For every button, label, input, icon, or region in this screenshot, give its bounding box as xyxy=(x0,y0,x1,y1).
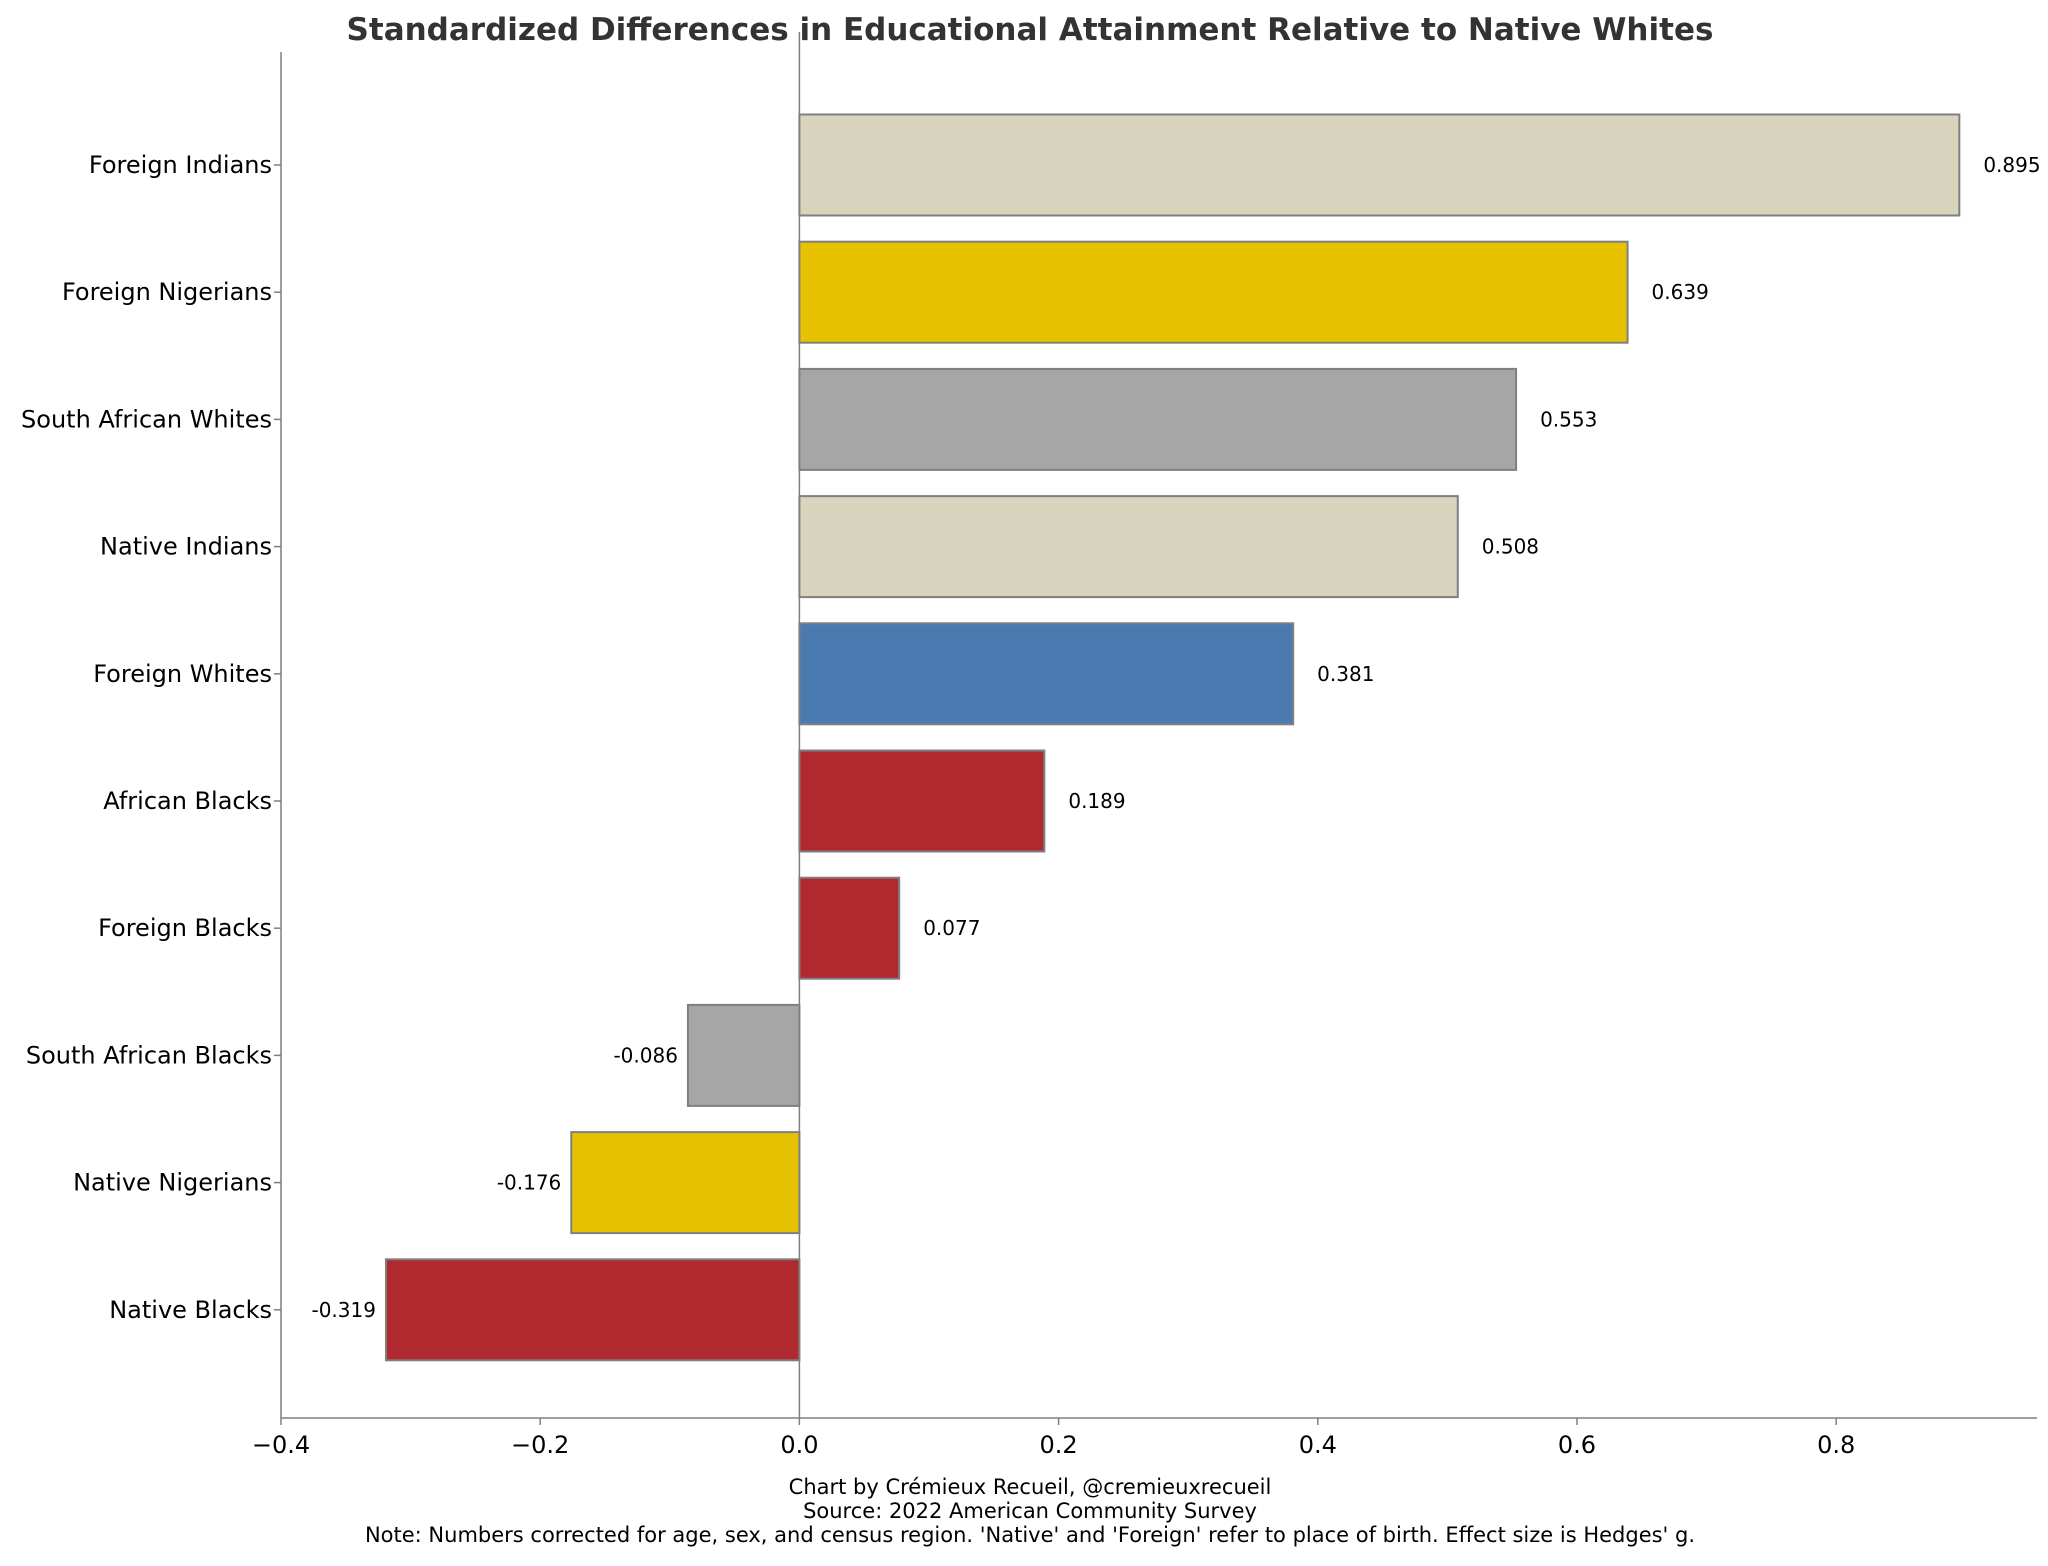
bar-value-label: 0.077 xyxy=(923,916,980,940)
category-label: Native Nigerians xyxy=(73,1169,272,1197)
category-label: Foreign Blacks xyxy=(98,914,272,942)
category-label: South African Blacks xyxy=(26,1041,272,1069)
footer-note: Note: Numbers corrected for age, sex, an… xyxy=(365,1523,1695,1547)
x-tick-label: −0.4 xyxy=(252,1431,310,1459)
category-label: Foreign Whites xyxy=(93,660,272,688)
category-label: Native Blacks xyxy=(109,1296,272,1324)
bar-value-label: 0.508 xyxy=(1482,535,1539,559)
bar xyxy=(686,1003,801,1107)
bar-value-label: -0.086 xyxy=(613,1043,677,1067)
category-label: Foreign Nigerians xyxy=(62,278,272,306)
x-tick-label: 0.4 xyxy=(1299,1431,1337,1459)
category-label: Native Indians xyxy=(100,533,272,561)
bar xyxy=(798,240,1629,344)
x-tick-label: −0.2 xyxy=(511,1431,569,1459)
footer-credit: Chart by Crémieux Recueil, @cremieuxrecu… xyxy=(789,1475,1272,1499)
x-ticks-layer: −0.4 −0.2 0.0 0.2 0.4 0.6 0.8 xyxy=(252,1418,1855,1459)
bar xyxy=(798,622,1295,726)
bar xyxy=(798,876,901,980)
bars-layer xyxy=(384,113,1961,1362)
bar xyxy=(570,1131,801,1235)
x-tick-label: 0.2 xyxy=(1040,1431,1078,1459)
bar-value-label: 0.553 xyxy=(1540,407,1597,431)
bar xyxy=(798,749,1046,853)
bar xyxy=(798,113,1961,217)
x-tick-label: 0.6 xyxy=(1558,1431,1596,1459)
bar-value-label: -0.319 xyxy=(311,1298,375,1322)
bar-value-label: -0.176 xyxy=(497,1171,561,1195)
bar xyxy=(798,367,1518,471)
category-label: South African Whites xyxy=(21,405,272,433)
bar-value-label: 0.381 xyxy=(1317,662,1374,686)
category-label: Foreign Indians xyxy=(89,151,272,179)
value-labels-layer: 0.895 0.639 0.553 0.508 0.381 0.189 0.077 -0.08… xyxy=(311,153,2040,1322)
bar xyxy=(384,1258,801,1362)
bar-value-label: 0.189 xyxy=(1068,789,1125,813)
category-labels-layer: Foreign Indians Foreign Nigerians South Af… xyxy=(21,151,281,1324)
footer-source: Source: 2022 American Community Survey xyxy=(803,1499,1257,1523)
x-tick-label: 0.8 xyxy=(1817,1431,1855,1459)
chart-title: Standardized Differences in Educational … xyxy=(347,12,1714,48)
bar-value-label: 0.639 xyxy=(1652,280,1709,304)
bar xyxy=(798,495,1459,599)
bar-value-label: 0.895 xyxy=(1983,153,2040,177)
x-tick-label: 0.0 xyxy=(780,1431,818,1459)
category-label: African Blacks xyxy=(103,787,272,815)
